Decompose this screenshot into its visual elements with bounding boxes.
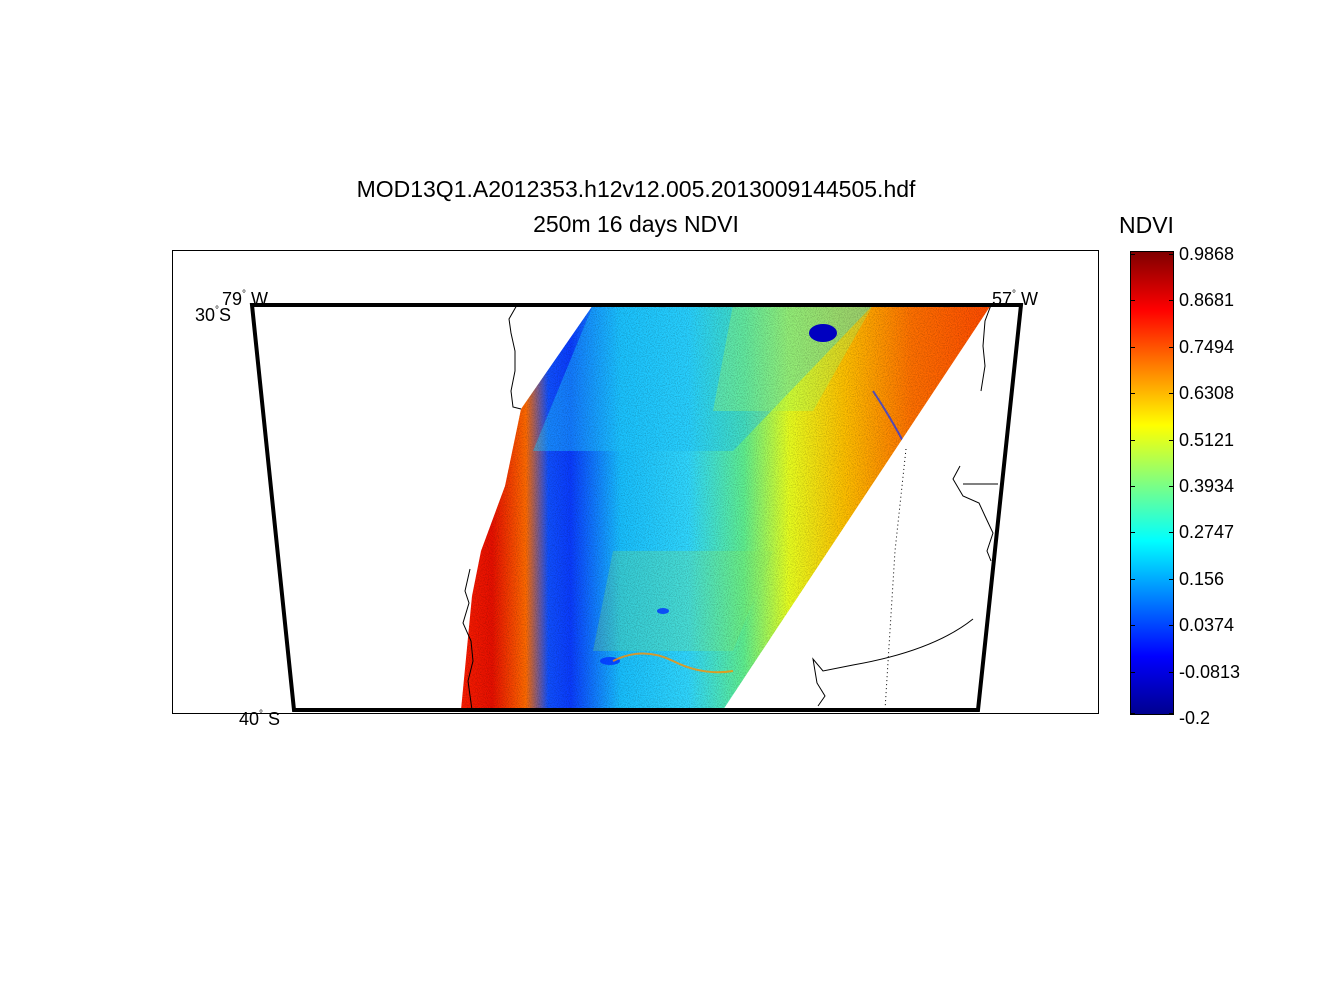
- colorbar-tick-label: 0.2747: [1179, 522, 1235, 543]
- colorbar: [1130, 251, 1174, 715]
- colorbar-tick-mark: [1131, 439, 1135, 441]
- map-title: MOD13Q1.A2012353.h12v12.005.201300914450…: [356, 176, 916, 202]
- colorbar-tick-mark: [1131, 346, 1135, 348]
- colorbar-tick-label: 0.156: [1179, 568, 1225, 589]
- colorbar-title: NDVI: [1119, 212, 1174, 238]
- lat-label-south: 40° S: [239, 709, 281, 729]
- colorbar-tick-label: 0.8681: [1179, 290, 1235, 311]
- lon-label-west: 79° W: [222, 289, 269, 309]
- map-axes: [172, 250, 1099, 714]
- lake-marker: [809, 324, 837, 342]
- colorbar-tick-mark: [1131, 486, 1135, 487]
- colorbar-tick-label: 0.7494: [1179, 336, 1235, 357]
- colorbar-tick-mark: [1131, 625, 1135, 627]
- colorbar-tick-mark: [1169, 300, 1173, 302]
- boundary-line: [884, 448, 907, 711]
- map-canvas: [249, 303, 1024, 712]
- coastline: [462, 304, 998, 711]
- map-frame: [249, 303, 1024, 712]
- colorbar-tick-mark: [1169, 346, 1173, 348]
- colorbar-tick-mark: [1169, 671, 1173, 673]
- colorbar-tick-mark: [1169, 625, 1173, 627]
- colorbar-tick-label: -0.0813: [1179, 661, 1241, 682]
- colorbar-tick-mark: [1169, 532, 1173, 534]
- colorbar-tick-mark: [1131, 393, 1135, 395]
- colorbar-tick-mark: [1131, 254, 1135, 255]
- colorbar-tick-mark: [1169, 254, 1173, 255]
- colorbar-tick-mark: [1131, 671, 1135, 673]
- colorbar-tick-mark: [1131, 578, 1135, 580]
- colorbar-tick-mark: [1169, 439, 1173, 441]
- colorbar-tick-mark: [1131, 713, 1135, 714]
- colorbar-tick-mark: [1131, 300, 1135, 302]
- colorbar-tick-mark: [1169, 578, 1173, 580]
- colorbar-tick-label: -0.2: [1179, 708, 1211, 728]
- colorbar-tick-mark: [1169, 713, 1173, 714]
- colorbar-tick-mark: [1169, 393, 1173, 395]
- colorbar-tick-label: 0.0374: [1179, 615, 1235, 636]
- lon-label-east: 57° W: [992, 289, 1039, 309]
- colorbar-tick-label: 0.6308: [1179, 383, 1235, 404]
- colorbar-tick-label: 0.3934: [1179, 476, 1235, 496]
- map-subtitle: 250m 16 days NDVI: [533, 211, 739, 237]
- ndvi-swath: [461, 305, 991, 710]
- lat-label-north: 30°S: [195, 305, 232, 325]
- colorbar-tick-mark: [1131, 532, 1135, 534]
- colorbar-tick-label: 0.9868: [1179, 244, 1235, 264]
- colorbar-tick-mark: [1169, 486, 1173, 487]
- colorbar-tick-label: 0.5121: [1179, 429, 1235, 450]
